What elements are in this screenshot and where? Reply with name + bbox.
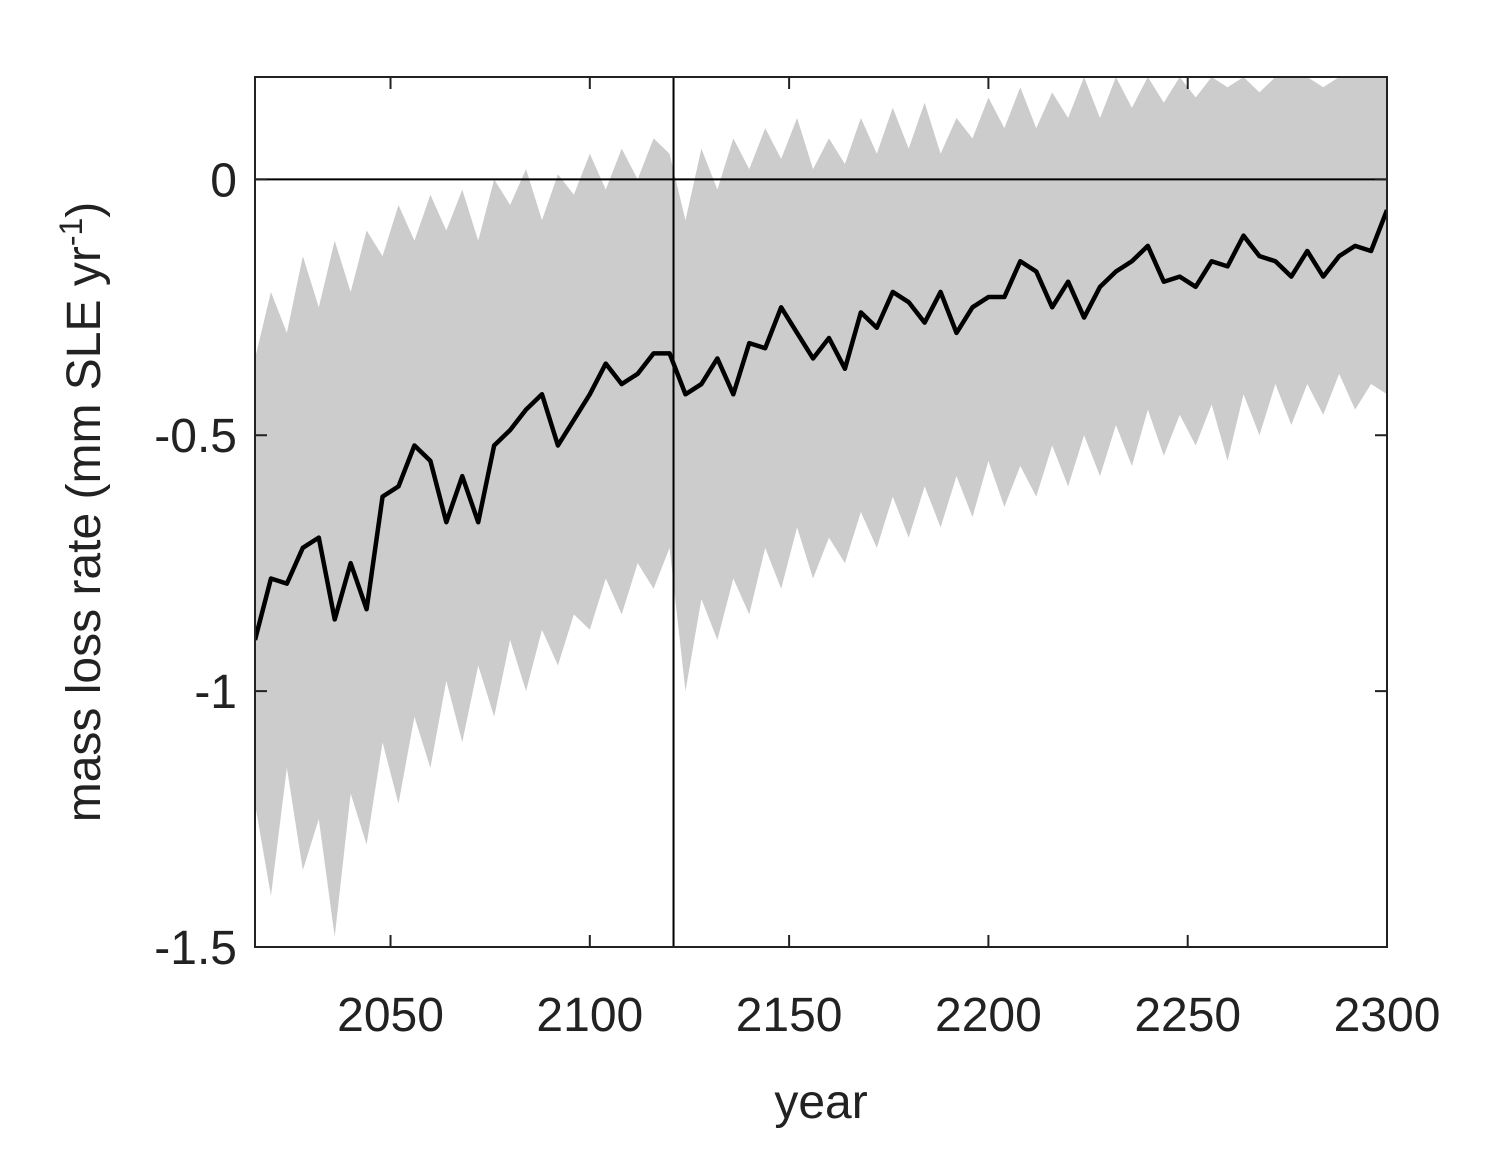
y-axis-label-end: )	[58, 202, 111, 218]
y-tick-label: -0.5	[154, 410, 237, 463]
axis-layer: -1.5 -1 -0.5 0 2050 2100 2150 2200 2250 2300	[154, 76, 1441, 1042]
plot-frame	[254, 76, 1388, 948]
line-layer	[255, 209, 1387, 641]
y-tick-label: 0	[210, 154, 237, 207]
y-tick-label: -1.5	[154, 922, 237, 975]
y-axis-label: mass loss rate (mm SLE yr-1)	[53, 202, 111, 823]
y-axis-label-sup: -1	[53, 218, 89, 246]
band-layer	[255, 77, 1387, 937]
x-tick-label: 2050	[337, 989, 444, 1042]
y-tick-label: -1	[194, 666, 237, 719]
y-axis-label-main: mass loss rate (mm SLE yr	[58, 246, 111, 822]
series-line	[255, 209, 1387, 641]
x-tick-label: 2100	[536, 989, 643, 1042]
x-tick-label: 2150	[736, 989, 843, 1042]
x-tick-label: 2300	[1334, 989, 1441, 1042]
x-axis-label: year	[774, 1076, 867, 1129]
x-tick-label: 2200	[935, 989, 1042, 1042]
uncertainty-band	[255, 77, 1387, 937]
x-tick-label: 2250	[1134, 989, 1241, 1042]
